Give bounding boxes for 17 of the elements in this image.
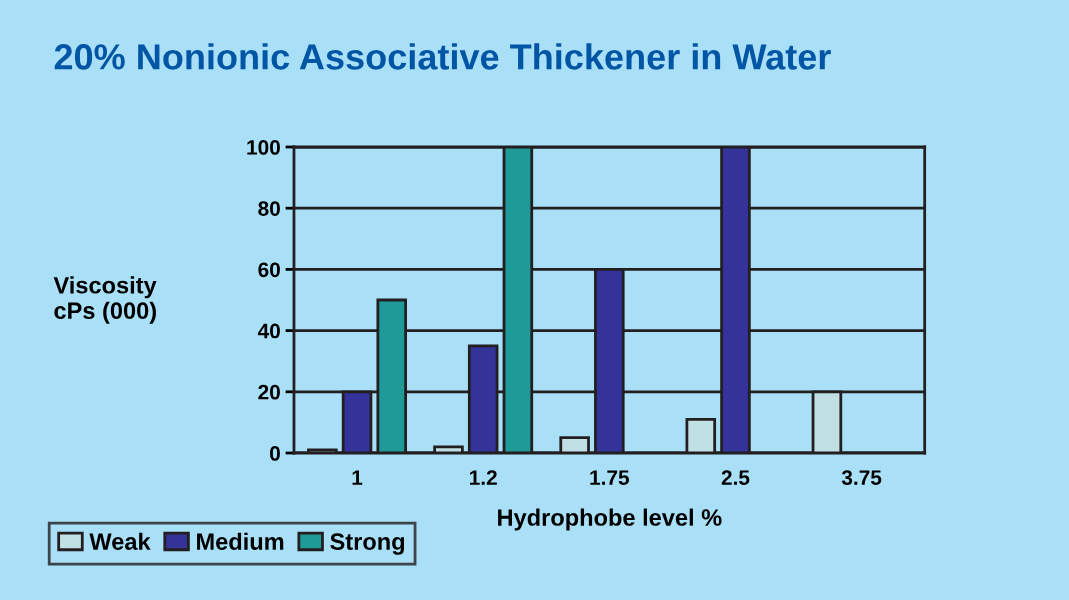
legend-label: Weak [89,532,151,550]
x-tick-label: 2.5 [721,470,750,485]
x-tick-label: 1 [352,470,363,485]
chart-title: 20% Nonionic Associative Thickener in Water [54,43,831,70]
x-tick-label: 3.75 [841,470,882,485]
x-tick-label: 1.75 [590,470,630,485]
y-tick-label: 20 [258,384,280,400]
y-axis-title: Viscosity cPs (000) [53,276,157,324]
y-tick-label: 0 [270,446,280,461]
x-tick-label: 1.2 [470,470,497,485]
y-tick-label: 40 [257,323,280,339]
y-tick-label: 80 [258,201,280,216]
legend-label: Strong [330,533,405,555]
y-tick-label: 100 [247,140,280,155]
legend-label: Medium [197,532,284,550]
x-axis-title: Hydrophobe level % [498,508,722,531]
y-tick-label: 60 [258,262,280,278]
